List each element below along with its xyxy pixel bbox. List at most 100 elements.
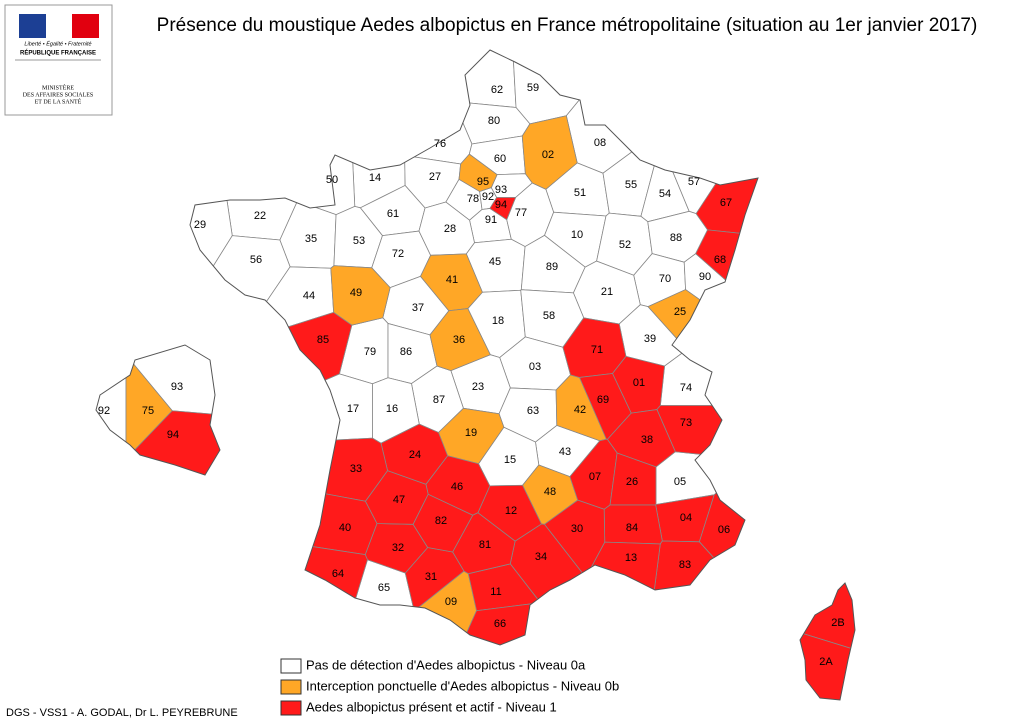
department-code: 71: [591, 344, 603, 356]
department-code: 53: [353, 235, 365, 247]
department-code: 68: [714, 254, 726, 266]
department-code: 90: [699, 271, 711, 283]
department-area: [659, 343, 855, 406]
department-area: [96, 238, 127, 700]
department-code: 29: [194, 219, 206, 231]
department-code: 01: [633, 377, 645, 389]
department-code: 93: [171, 381, 183, 393]
department-code: 33: [350, 463, 362, 475]
department-code: 83: [679, 559, 691, 571]
department-code: 50: [326, 174, 338, 186]
department-code: 17: [347, 403, 359, 415]
department-code: 02: [542, 149, 554, 161]
department-code: 28: [444, 223, 456, 235]
department-code: 35: [305, 233, 317, 245]
department-code: 60: [494, 153, 506, 165]
outline: [189, 49, 759, 646]
department-code: 48: [544, 486, 556, 498]
department-area: [695, 229, 855, 389]
department-code: 70: [659, 273, 671, 285]
title: Présence du moustique Aedes albopictus e…: [157, 15, 978, 36]
department-area: [695, 50, 855, 264]
department-area: [584, 541, 661, 700]
department-code: 91: [485, 214, 497, 226]
department-code: 79: [364, 346, 376, 358]
department-area: [258, 437, 388, 502]
department-area: [429, 308, 491, 372]
department-code: 75: [142, 405, 154, 417]
department-code: 15: [504, 454, 516, 466]
department-code: 42: [574, 404, 586, 416]
department-code: 25: [674, 306, 686, 318]
department-code: 94: [167, 429, 179, 441]
flag-white: [46, 14, 72, 38]
department-area: [683, 253, 808, 353]
department-code: 93: [495, 184, 507, 196]
legend-swatch: [280, 700, 302, 716]
department-code: 43: [559, 446, 571, 458]
department-code: 46: [451, 481, 463, 493]
department-area: [751, 361, 855, 700]
department-code: 95: [477, 176, 489, 188]
department-code: 72: [392, 248, 404, 260]
department-code: 08: [594, 137, 606, 149]
department-code: 69: [597, 394, 609, 406]
republic: RÉPUBLIQUE FRANÇAISE: [20, 49, 96, 57]
department-code: 13: [625, 552, 637, 564]
department-area: [656, 405, 855, 460]
department-area: [698, 399, 855, 607]
department-code: 89: [546, 261, 558, 273]
department-code: 36: [453, 334, 465, 346]
department-code: 19: [465, 427, 477, 439]
department-code: 76: [434, 138, 446, 150]
department-code: 44: [303, 290, 315, 302]
ministry: MINISTÈRE: [42, 83, 74, 91]
department-code: 85: [317, 334, 329, 346]
department-code: 92: [482, 191, 494, 203]
motto: Liberté • Égalité • Fraternité: [24, 40, 91, 47]
department-code: 62: [491, 84, 503, 96]
department-code: 66: [494, 618, 506, 630]
department-code: 82: [435, 515, 447, 527]
department-code: 41: [446, 274, 458, 286]
department-code: 39: [644, 333, 656, 345]
department-code: 26: [626, 476, 638, 488]
department-code: 59: [527, 82, 539, 94]
department-code: 80: [488, 115, 500, 127]
flag-blue: [19, 14, 46, 38]
department-code: 61: [387, 208, 399, 220]
department-code: 32: [392, 542, 404, 554]
legend-swatch: [280, 679, 302, 695]
department-code: 21: [601, 286, 613, 298]
department-code: 63: [527, 405, 539, 417]
credit: DGS - VSS1 - A. GODAL, Dr L. PEYREBRUNE: [6, 707, 238, 719]
department-code: 05: [674, 476, 686, 488]
coastline: [95, 49, 856, 701]
department-code: 73: [680, 417, 692, 429]
department-code: 06: [718, 524, 730, 536]
department-code: 52: [619, 239, 631, 251]
legend-label: Aedes albopictus présent et actif - Nive…: [306, 699, 557, 714]
department-code: 92: [98, 405, 110, 417]
department-code: 09: [445, 596, 457, 608]
department-code: 88: [670, 232, 682, 244]
department-code: 12: [505, 505, 517, 517]
department-code: 58: [543, 310, 555, 322]
ministry: ET DE LA SANTÉ: [35, 97, 82, 105]
department-code: 77: [515, 207, 527, 219]
department-code: 2A: [819, 656, 833, 668]
department-code: 2B: [831, 617, 844, 629]
department-code: 22: [254, 210, 266, 222]
department-code: 10: [571, 229, 583, 241]
department-code: 04: [680, 512, 692, 524]
department-area: [96, 533, 368, 700]
legend-swatch: [280, 658, 302, 674]
department-code: 55: [625, 179, 637, 191]
department-area: [521, 115, 578, 190]
department-code: 94: [495, 199, 507, 211]
department-code: 11: [490, 586, 501, 598]
department-area: [330, 265, 391, 326]
